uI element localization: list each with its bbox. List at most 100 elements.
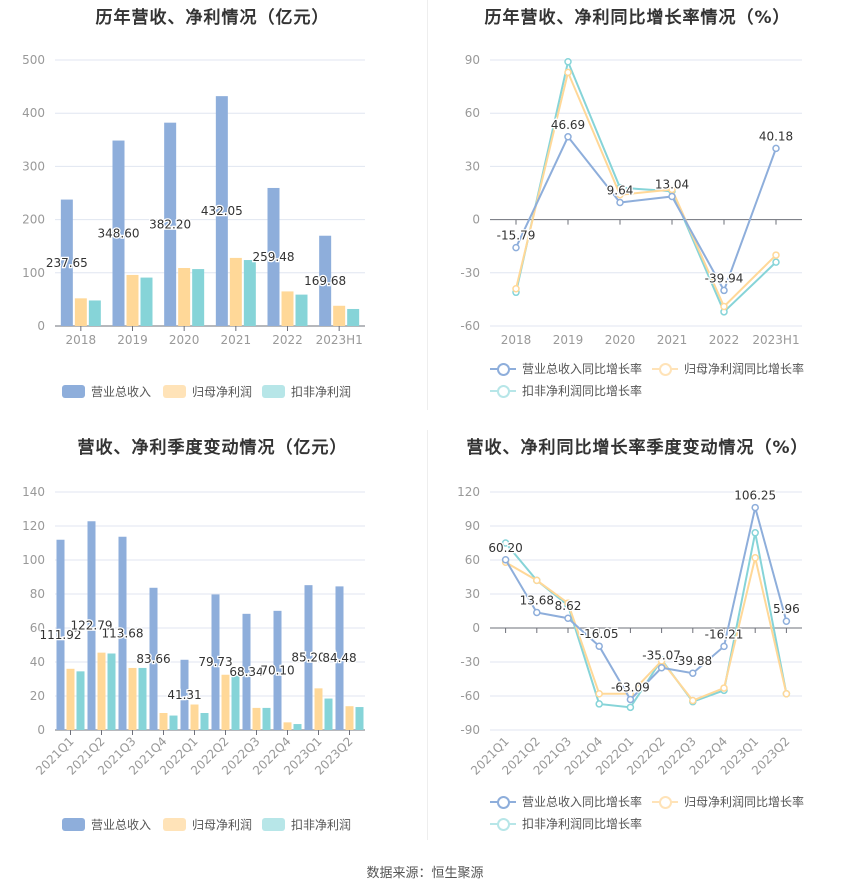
data-label: 382.20	[149, 217, 191, 231]
x-tick-label: 2023H1	[752, 333, 799, 347]
bar-net-profit	[345, 706, 354, 730]
x-tick-label: 2018	[501, 333, 532, 347]
legend-item-net-growth[interactable]: 归母净利润同比增长率	[652, 793, 804, 810]
divider	[427, 430, 428, 840]
y-tick-label: 90	[465, 519, 480, 533]
data-point	[720, 286, 728, 295]
y-tick-label: 140	[22, 485, 45, 499]
bar-net-profit	[97, 652, 106, 730]
legend-item-deducted-growth[interactable]: 扣非净利润同比增长率	[490, 382, 642, 399]
data-label: 113.68	[102, 626, 144, 640]
data-point	[595, 642, 603, 650]
x-tick-label: 2019	[553, 333, 584, 347]
data-point	[657, 657, 666, 665]
bar-revenue	[180, 659, 189, 730]
data-point	[626, 695, 635, 704]
legend-swatch	[62, 818, 85, 831]
data-label: 122.79	[71, 619, 113, 633]
y-tick-label: 0	[472, 621, 480, 635]
legend-line-icon	[490, 817, 516, 831]
annual-revenue-chart: 0 100 200 300 400 500 2018 2019 2020 2021 2022 2023…	[22, 53, 365, 347]
data-label: -39.94	[705, 271, 744, 285]
legend-item-deducted-profit[interactable]: 扣非净利润	[262, 383, 351, 400]
y-tick-label: -30	[460, 655, 480, 669]
annual-growth-chart: -60 -30 0 30 60 90 2018 2019 2020 2021 2022 2023H1 -…	[460, 53, 802, 347]
bar-net-profit	[190, 704, 199, 730]
bar-net-profit	[178, 268, 191, 326]
data-label: 259.48	[253, 250, 295, 264]
x-tick-label: 2022	[709, 333, 740, 347]
y-tick-label: 60	[30, 621, 45, 635]
data-label: 348.60	[98, 226, 140, 240]
legend-label: 归母净利润	[192, 818, 253, 832]
legend-swatch	[62, 385, 85, 398]
legend-label: 归母净利润同比增长率	[684, 362, 805, 376]
legend-item-revenue[interactable]: 营业总收入	[62, 816, 151, 833]
data-label: 13.68	[520, 593, 554, 607]
data-label: 169.68	[304, 274, 346, 288]
y-tick-label: 0	[37, 723, 45, 737]
data-point	[533, 576, 541, 585]
data-label: 41.31	[167, 688, 201, 702]
bar-revenue	[304, 585, 313, 730]
legend-label: 营业总收入同比增长率	[522, 795, 643, 809]
y-tick-label: 80	[30, 587, 45, 601]
legend-item-deducted-profit[interactable]: 扣非净利润	[262, 816, 351, 833]
bar-deducted-profit	[355, 707, 364, 730]
data-point	[533, 608, 541, 617]
data-label: 68.34	[229, 665, 263, 679]
y-tick-label: 500	[22, 53, 45, 67]
data-point	[512, 285, 520, 293]
data-label: 70.10	[260, 663, 294, 677]
legend-item-revenue-growth[interactable]: 营业总收入同比增长率	[490, 360, 642, 377]
chart-title-annual-growth: 历年营收、净利同比增长率情况（%）	[484, 8, 791, 28]
y-tick-label: -30	[460, 266, 480, 280]
data-point	[595, 689, 603, 698]
legend-item-net-profit[interactable]: 归母净利润	[163, 383, 252, 400]
bar-revenue	[118, 536, 127, 730]
data-point	[751, 553, 759, 562]
bar-deducted-profit	[262, 707, 271, 730]
data-point	[668, 192, 676, 201]
bar-revenue	[242, 613, 251, 730]
legend-line-icon	[490, 795, 516, 809]
bar-revenue	[267, 187, 280, 326]
line-deducted-growth	[515, 58, 777, 314]
data-point	[564, 68, 572, 77]
line-revenue-growth	[515, 134, 777, 293]
data-point	[564, 58, 572, 66]
legend-item-net-profit[interactable]: 归母净利润	[163, 816, 252, 833]
bar-deducted-profit	[243, 260, 256, 326]
data-label: 432.05	[201, 204, 243, 218]
data-label: -16.21	[705, 627, 744, 641]
y-tick-label: 0	[472, 213, 480, 227]
bar-deducted-profit	[169, 715, 178, 730]
bar-deducted-profit	[140, 277, 153, 326]
legend-swatch	[262, 385, 285, 398]
line-revenue-growth	[504, 507, 788, 702]
bar-net-profit	[283, 722, 292, 730]
bar-revenue	[56, 539, 65, 730]
y-tick-label: -60	[460, 689, 480, 703]
data-point	[512, 243, 520, 252]
y-tick-label: 100	[22, 266, 45, 280]
legend-item-net-growth[interactable]: 归母净利润同比增长率	[652, 360, 804, 377]
bar-deducted-profit	[138, 667, 147, 730]
legend-label: 扣非净利润同比增长率	[522, 384, 643, 398]
y-tick-label: 120	[457, 485, 480, 499]
bar-deducted-profit	[200, 713, 209, 730]
legend-line-icon	[652, 362, 678, 376]
bar-revenue	[60, 199, 73, 326]
data-label: 106.25	[734, 489, 776, 503]
legend-item-revenue-growth[interactable]: 营业总收入同比增长率	[490, 793, 642, 810]
data-point	[564, 133, 572, 141]
bar-deducted-profit	[324, 698, 333, 730]
data-point	[689, 669, 697, 677]
legend-item-deducted-growth[interactable]: 扣非净利润同比增长率	[490, 815, 642, 832]
legend-item-revenue[interactable]: 营业总收入	[62, 383, 151, 400]
legend-swatch	[262, 818, 285, 831]
data-label: 79.73	[198, 655, 232, 669]
y-tick-label: 90	[465, 53, 480, 67]
y-tick-label: 400	[22, 106, 45, 120]
chart-title-annual-revenue: 历年营收、净利情况（亿元）	[95, 8, 330, 28]
